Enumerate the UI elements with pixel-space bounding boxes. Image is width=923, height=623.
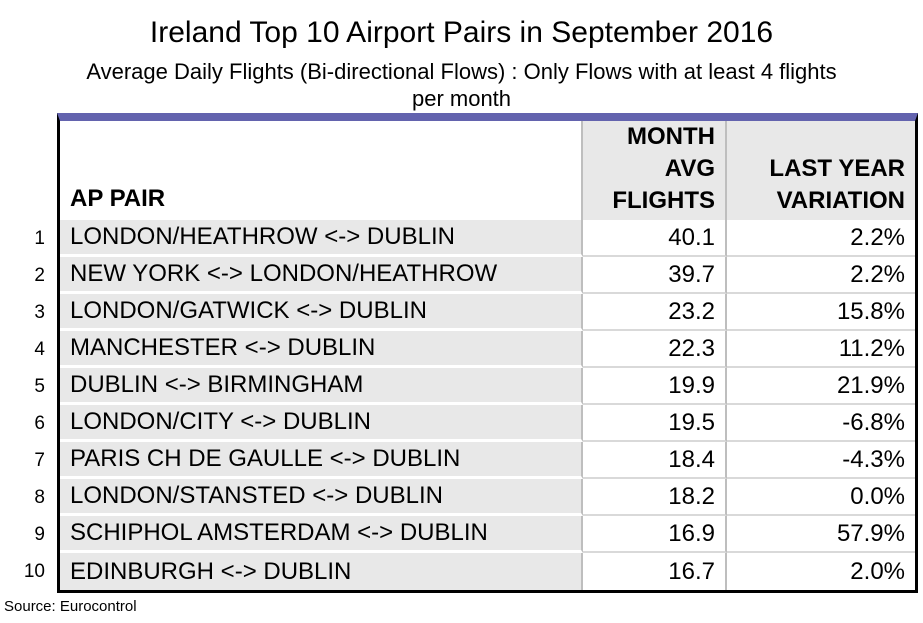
header-month-avg-flights: MONTH AVG FLIGHTS — [583, 121, 727, 222]
rank-label: 7 — [34, 449, 45, 471]
ap-pair-cell: NEW YORK <-> LONDON/HEATHROW — [60, 257, 583, 294]
ap-pair-cell: LONDON/CITY <-> DUBLIN — [60, 405, 583, 442]
header-month-avg-line1: MONTH — [627, 123, 715, 150]
ap-pair-cell: PARIS CH DE GAULLE <-> DUBLIN — [60, 442, 583, 479]
ap-pair-cell: LONDON/GATWICK <-> DUBLIN — [60, 294, 583, 331]
rank-label: 2 — [34, 264, 45, 286]
table-row: MANCHESTER <-> DUBLIN 22.3 11.2% — [60, 331, 915, 368]
variation-cell: -6.8% — [727, 405, 915, 442]
page-subtitle-line1: Average Daily Flights (Bi-directional Fl… — [86, 59, 837, 84]
flights-cell: 23.2 — [583, 294, 727, 331]
variation-cell: -4.3% — [727, 442, 915, 479]
variation-cell: 2.2% — [727, 220, 915, 257]
rank-label: 10 — [23, 560, 45, 582]
table-row: SCHIPHOL AMSTERDAM <-> DUBLIN 16.9 57.9% — [60, 516, 915, 553]
ap-pair-cell: LONDON/STANSTED <-> DUBLIN — [60, 479, 583, 516]
rank-label: 1 — [34, 227, 45, 249]
rank-label: 8 — [34, 486, 45, 508]
table-row: NEW YORK <-> LONDON/HEATHROW 39.7 2.2% — [60, 257, 915, 294]
rank-label: 9 — [34, 523, 45, 545]
table-row: DUBLIN <-> BIRMINGHAM 19.9 21.9% — [60, 368, 915, 405]
source-note: Source: Eurocontrol — [4, 598, 137, 615]
airport-pairs-table: AP PAIR MONTH AVG FLIGHTS LAST YEAR VARI… — [57, 113, 918, 593]
page-subtitle: Average Daily Flights (Bi-directional Fl… — [22, 58, 902, 112]
header-month-avg-line2: AVG — [664, 155, 715, 182]
table-row: LONDON/STANSTED <-> DUBLIN 18.2 0.0% — [60, 479, 915, 516]
variation-cell: 2.2% — [727, 257, 915, 294]
header-month-avg-line3: FLIGHTS — [612, 187, 715, 214]
header-last-year-variation: LAST YEAR VARIATION — [727, 121, 915, 222]
header-variation-line2: VARIATION — [776, 187, 905, 214]
table-row: LONDON/HEATHROW <-> DUBLIN 40.1 2.2% — [60, 220, 915, 257]
table-header-row: AP PAIR MONTH AVG FLIGHTS LAST YEAR VARI… — [60, 121, 915, 222]
flights-cell: 19.9 — [583, 368, 727, 405]
rank-label: 6 — [34, 412, 45, 434]
flights-cell: 19.5 — [583, 405, 727, 442]
header-ap-pair-label: AP PAIR — [70, 185, 166, 212]
ap-pair-cell: MANCHESTER <-> DUBLIN — [60, 331, 583, 368]
rank-label: 4 — [34, 338, 45, 360]
variation-cell: 57.9% — [727, 516, 915, 553]
variation-cell: 15.8% — [727, 294, 915, 331]
flights-cell: 39.7 — [583, 257, 727, 294]
flights-cell: 16.9 — [583, 516, 727, 553]
ap-pair-cell: LONDON/HEATHROW <-> DUBLIN — [60, 220, 583, 257]
page-subtitle-line2: per month — [411, 86, 512, 111]
flights-cell: 40.1 — [583, 220, 727, 257]
flights-cell: 22.3 — [583, 331, 727, 368]
flights-cell: 18.2 — [583, 479, 727, 516]
variation-cell: 11.2% — [727, 331, 915, 368]
page-title: Ireland Top 10 Airport Pairs in Septembe… — [149, 16, 774, 49]
flights-cell: 18.4 — [583, 442, 727, 479]
rank-column: 1 2 3 4 5 6 7 8 9 10 — [0, 220, 47, 590]
flights-cell: 16.7 — [583, 553, 727, 590]
ap-pair-cell: DUBLIN <-> BIRMINGHAM — [60, 368, 583, 405]
rank-label: 5 — [34, 375, 45, 397]
ap-pair-cell: EDINBURGH <-> DUBLIN — [60, 553, 583, 590]
ap-pair-cell: SCHIPHOL AMSTERDAM <-> DUBLIN — [60, 516, 583, 553]
table-row: PARIS CH DE GAULLE <-> DUBLIN 18.4 -4.3% — [60, 442, 915, 479]
variation-cell: 2.0% — [727, 553, 915, 590]
table-row: EDINBURGH <-> DUBLIN 16.7 2.0% — [60, 553, 915, 590]
table-row: LONDON/GATWICK <-> DUBLIN 23.2 15.8% — [60, 294, 915, 331]
rank-label: 3 — [34, 301, 45, 323]
table-row: LONDON/CITY <-> DUBLIN 19.5 -6.8% — [60, 405, 915, 442]
variation-cell: 0.0% — [727, 479, 915, 516]
header-variation-line1: LAST YEAR — [769, 155, 905, 182]
variation-cell: 21.9% — [727, 368, 915, 405]
header-ap-pair: AP PAIR — [60, 121, 583, 222]
